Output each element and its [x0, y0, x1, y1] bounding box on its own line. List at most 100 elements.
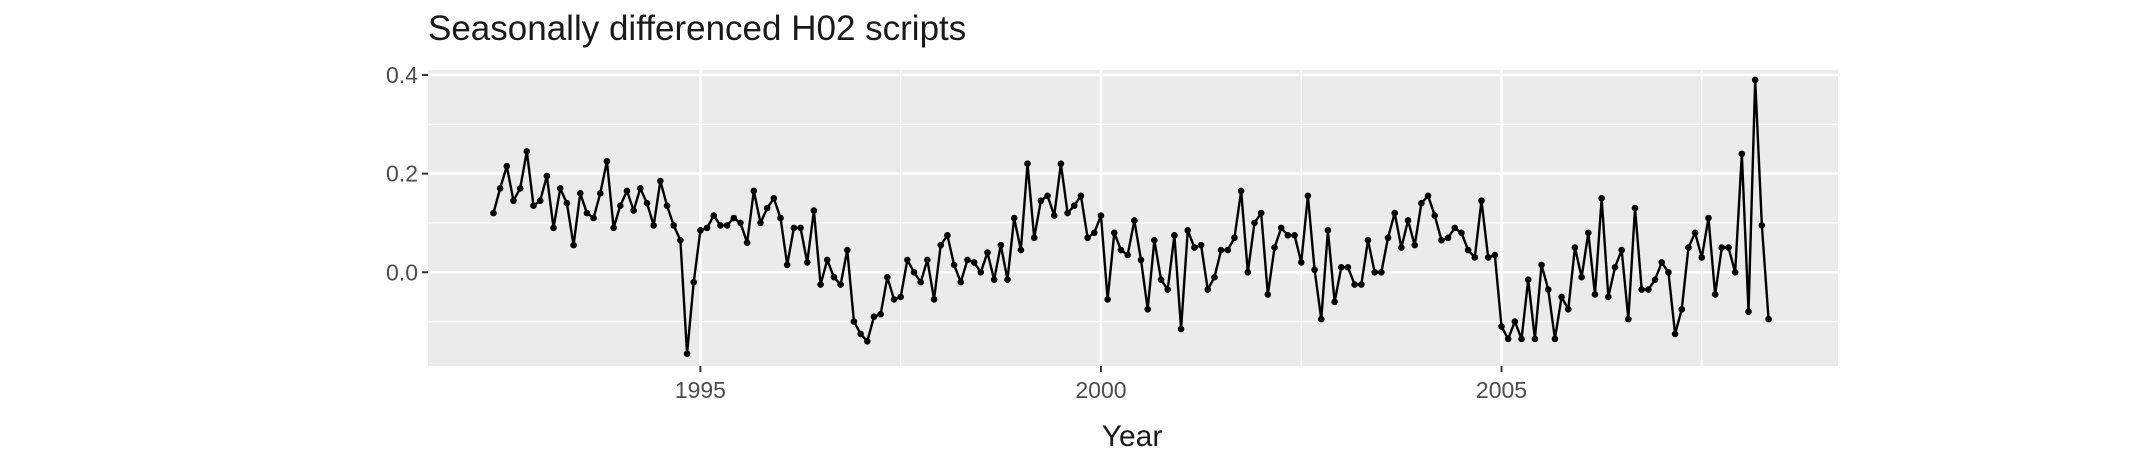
- data-point: [1117, 246, 1125, 254]
- data-point: [843, 246, 851, 254]
- data-point: [817, 281, 824, 288]
- data-point: [904, 256, 911, 264]
- data-point: [1111, 229, 1118, 237]
- data-point: [1064, 209, 1071, 217]
- data-point: [1605, 293, 1612, 301]
- data-point: [783, 261, 791, 269]
- y-axis-tick-labels: 0.0 0.2 0.4: [386, 62, 418, 285]
- data-point: [837, 281, 844, 288]
- data-point: [1444, 234, 1452, 242]
- data-point: [1518, 335, 1525, 343]
- data-point: [803, 259, 811, 266]
- data-point: [1077, 192, 1085, 200]
- data-point: [1658, 259, 1666, 266]
- data-point: [590, 214, 597, 222]
- data-point: [1004, 276, 1011, 283]
- data-point: [1625, 315, 1632, 323]
- data-point: [570, 241, 577, 249]
- data-point: [1705, 214, 1712, 222]
- data-point: [1364, 236, 1372, 244]
- data-point: [777, 214, 784, 222]
- data-point: [1257, 209, 1265, 217]
- data-point: [1758, 222, 1766, 229]
- data-point: [1391, 209, 1398, 217]
- data-point: [1651, 276, 1659, 283]
- data-point: [723, 222, 731, 229]
- data-point: [603, 157, 611, 165]
- chart-title: Seasonally differenced H02 scripts: [428, 9, 966, 48]
- data-point: [1611, 264, 1619, 271]
- data-point: [1491, 251, 1499, 259]
- data-point: [1070, 202, 1078, 209]
- data-point: [910, 268, 918, 276]
- data-point: [1591, 291, 1599, 298]
- data-point: [1050, 212, 1058, 219]
- x-tick-label: 2005: [1476, 377, 1527, 403]
- data-point: [1378, 268, 1385, 276]
- x-axis-tick-labels: 1995 2000 2005: [675, 377, 1527, 403]
- data-point: [490, 209, 497, 217]
- data-point: [1124, 251, 1131, 259]
- data-point: [810, 207, 818, 214]
- data-point: [1044, 192, 1051, 200]
- data-point: [930, 296, 938, 303]
- data-point: [790, 224, 798, 232]
- data-point: [536, 197, 544, 205]
- data-point: [1164, 286, 1172, 293]
- data-point: [950, 261, 958, 269]
- data-point: [1177, 325, 1185, 333]
- data-point: [1131, 217, 1138, 224]
- data-point: [757, 219, 764, 227]
- data-point: [737, 219, 744, 227]
- data-point: [1438, 236, 1445, 244]
- data-point: [1331, 298, 1338, 306]
- data-point: [1558, 293, 1565, 301]
- data-point: [1524, 276, 1532, 283]
- data-point: [1010, 214, 1018, 222]
- data-point: [1037, 197, 1045, 205]
- data-point: [864, 338, 871, 345]
- data-point: [1231, 234, 1238, 242]
- data-point: [1631, 204, 1639, 212]
- data-point: [1251, 219, 1258, 227]
- x-tick-label: 1995: [675, 377, 726, 403]
- y-tick-label: 0.2: [386, 161, 418, 187]
- data-point: [1484, 254, 1492, 261]
- data-point: [1551, 335, 1559, 343]
- data-point: [697, 227, 704, 234]
- data-point: [1765, 315, 1772, 323]
- data-point: [890, 296, 898, 303]
- data-point: [657, 177, 664, 185]
- data-point: [750, 187, 758, 195]
- data-point: [1711, 291, 1719, 298]
- data-point: [556, 185, 564, 192]
- data-point: [1137, 256, 1145, 264]
- data-point: [1678, 305, 1686, 313]
- data-point: [1458, 229, 1465, 237]
- data-point: [1725, 244, 1732, 251]
- data-point: [610, 224, 617, 232]
- data-point: [1638, 286, 1645, 293]
- data-point: [1464, 246, 1472, 254]
- data-point: [1144, 305, 1151, 313]
- data-point: [690, 278, 698, 286]
- data-point: [1571, 244, 1579, 251]
- data-point: [1411, 241, 1419, 249]
- data-point: [1738, 150, 1746, 158]
- data-point: [1284, 231, 1292, 239]
- data-point: [1544, 286, 1552, 293]
- data-point: [770, 194, 778, 202]
- data-point: [663, 202, 671, 209]
- data-point: [523, 148, 531, 155]
- data-point: [596, 190, 604, 197]
- data-point: [710, 212, 718, 219]
- data-point: [990, 276, 998, 283]
- data-point: [643, 199, 651, 207]
- data-point: [1224, 246, 1232, 254]
- data-point: [897, 293, 904, 301]
- data-point: [583, 209, 591, 217]
- data-point: [1097, 212, 1105, 219]
- data-point: [924, 256, 931, 264]
- data-point: [630, 207, 637, 214]
